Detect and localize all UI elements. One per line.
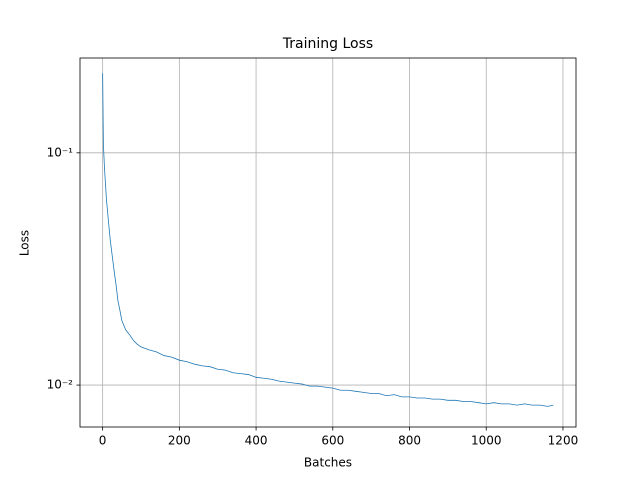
x-axis-label: Batches: [304, 456, 352, 470]
chart-title: Training Loss: [282, 36, 373, 52]
y-tick-label: 10⁻¹: [47, 145, 74, 159]
axes-frame: [79, 57, 577, 428]
x-tick-label: 1200: [548, 434, 579, 448]
x-tick-label: 0: [99, 434, 107, 448]
loss-line: [102, 73, 554, 407]
grid: [80, 58, 576, 427]
x-tick-label: 600: [321, 434, 344, 448]
x-tick-label: 1000: [471, 434, 502, 448]
y-axis-label: Loss: [18, 230, 32, 256]
y-tick-label: 10⁻²: [47, 378, 74, 392]
x-tick-label: 400: [245, 434, 268, 448]
x-tick-label: 200: [168, 434, 191, 448]
plot-area: [102, 73, 554, 407]
x-tick-label: 800: [398, 434, 421, 448]
